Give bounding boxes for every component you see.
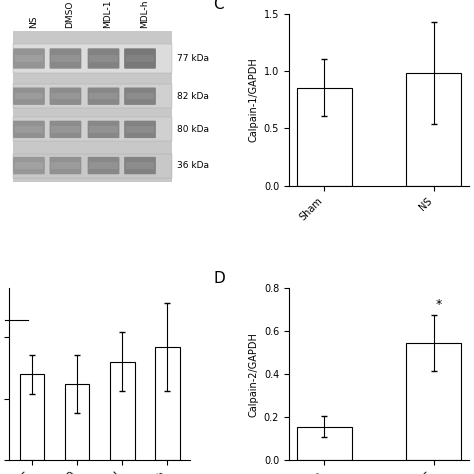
Bar [90,163,118,169]
Bar [51,126,80,133]
Bar [90,93,118,100]
Bar [13,44,172,73]
Bar [126,93,154,100]
Bar [15,55,43,62]
FancyBboxPatch shape [88,88,119,105]
FancyBboxPatch shape [13,121,45,138]
Y-axis label: Calpain-1/GAPDH: Calpain-1/GAPDH [248,57,258,142]
Bar [126,163,154,169]
Text: 36 kDa: 36 kDa [177,161,209,170]
FancyBboxPatch shape [124,48,156,69]
FancyBboxPatch shape [88,121,119,138]
FancyBboxPatch shape [50,157,82,174]
Bar [110,362,135,460]
FancyBboxPatch shape [13,88,45,105]
Bar [19,374,45,460]
Text: 80 kDa: 80 kDa [177,125,209,134]
Bar [51,163,80,169]
Bar [13,84,172,108]
FancyBboxPatch shape [50,121,82,138]
Bar [126,55,154,62]
Text: *: * [436,298,442,311]
Bar [155,347,180,460]
Text: C: C [213,0,224,12]
Bar [406,343,461,460]
Bar [297,88,352,186]
FancyBboxPatch shape [124,157,156,174]
Text: MDL-h: MDL-h [140,0,149,28]
Text: NS: NS [29,16,38,28]
Text: DMSO: DMSO [65,0,74,28]
FancyBboxPatch shape [124,121,156,138]
Bar [13,118,172,141]
FancyBboxPatch shape [88,157,119,174]
Bar [126,126,154,133]
FancyBboxPatch shape [13,48,45,69]
Bar [13,31,172,182]
Bar [51,93,80,100]
Bar [15,163,43,169]
Text: 82 kDa: 82 kDa [177,91,209,100]
Bar [90,126,118,133]
Bar [15,93,43,100]
Bar [406,73,461,186]
Bar [15,126,43,133]
Text: D: D [213,271,225,286]
FancyBboxPatch shape [50,48,82,69]
Text: MDL-1: MDL-1 [103,0,112,28]
Bar [51,55,80,62]
FancyBboxPatch shape [50,88,82,105]
Text: 77 kDa: 77 kDa [177,54,209,63]
Bar [13,154,172,178]
Bar [64,384,90,460]
Bar [90,55,118,62]
FancyBboxPatch shape [124,88,156,105]
Bar [297,427,352,460]
Y-axis label: Calpain-2/GAPDH: Calpain-2/GAPDH [248,332,258,417]
FancyBboxPatch shape [88,48,119,69]
FancyBboxPatch shape [13,157,45,174]
